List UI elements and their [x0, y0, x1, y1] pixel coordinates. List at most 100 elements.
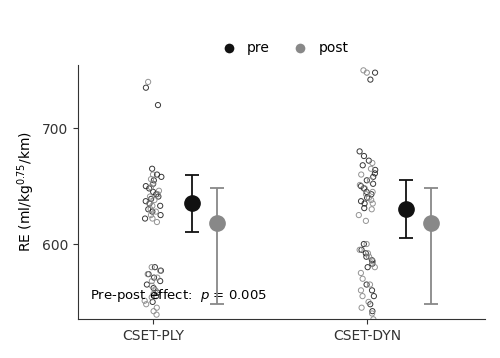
- Point: [368, 287, 376, 293]
- Point: [364, 264, 372, 270]
- Point: [158, 174, 166, 180]
- Point: [364, 299, 372, 305]
- Point: [146, 200, 154, 206]
- Point: [368, 261, 376, 267]
- Point: [363, 195, 371, 200]
- Point: [152, 209, 160, 214]
- Point: [153, 219, 161, 225]
- Text: Pre-post effect:  $p$ = 0.005: Pre-post effect: $p$ = 0.005: [90, 287, 268, 304]
- Point: [370, 316, 378, 322]
- Point: [141, 216, 149, 221]
- Point: [368, 192, 376, 197]
- Point: [150, 178, 158, 183]
- Point: [356, 247, 364, 253]
- Point: [368, 189, 376, 195]
- Point: [146, 200, 154, 206]
- Point: [154, 290, 162, 295]
- Point: [148, 209, 156, 214]
- Point: [360, 241, 368, 247]
- Point: [149, 189, 157, 195]
- Point: [365, 195, 373, 200]
- Point: [369, 258, 377, 264]
- Point: [364, 250, 372, 256]
- Point: [154, 194, 162, 199]
- Point: [355, 212, 363, 218]
- Point: [358, 276, 366, 282]
- Point: [362, 254, 370, 260]
- Point: [371, 167, 379, 173]
- Point: [369, 174, 377, 180]
- Point: [371, 264, 379, 270]
- Point: [154, 102, 162, 108]
- Point: [358, 293, 366, 299]
- Point: [364, 328, 372, 334]
- Point: [148, 294, 156, 300]
- Point: [150, 285, 158, 291]
- Point: [368, 311, 376, 316]
- Point: [360, 205, 368, 211]
- Point: [371, 70, 379, 76]
- Point: [148, 216, 156, 221]
- Point: [371, 357, 379, 358]
- Legend: pre, post: pre, post: [210, 36, 354, 61]
- Point: [356, 322, 364, 328]
- Point: [358, 163, 366, 168]
- Point: [357, 183, 365, 189]
- Point: [366, 77, 374, 82]
- Point: [151, 264, 159, 270]
- Point: [362, 192, 370, 197]
- Point: [144, 79, 152, 85]
- Point: [362, 282, 370, 287]
- Point: [366, 178, 374, 183]
- Point: [150, 275, 158, 280]
- Point: [361, 185, 369, 191]
- Point: [362, 189, 370, 195]
- Point: [144, 271, 152, 277]
- Point: [367, 166, 375, 171]
- Point: [368, 257, 376, 263]
- Point: [152, 312, 160, 318]
- Point: [147, 176, 155, 182]
- Point: [156, 268, 164, 274]
- Point: [368, 308, 376, 314]
- Point: [369, 200, 377, 206]
- Point: [155, 188, 163, 194]
- Point: [362, 241, 370, 247]
- Point: [360, 67, 368, 73]
- Point: [154, 192, 162, 197]
- Point: [144, 271, 152, 277]
- Point: [357, 270, 365, 276]
- Point: [371, 170, 379, 176]
- Point: [366, 301, 374, 307]
- Point: [148, 278, 156, 284]
- Point: [362, 218, 370, 224]
- Point: [152, 287, 160, 293]
- Point: [358, 305, 366, 310]
- Point: [360, 200, 368, 206]
- Point: [357, 198, 365, 204]
- Point: [147, 184, 155, 190]
- Point: [153, 172, 161, 178]
- Point: [157, 268, 165, 274]
- Point: [146, 207, 154, 212]
- Point: [363, 70, 371, 76]
- Point: [148, 299, 156, 305]
- Point: [156, 203, 164, 209]
- Point: [146, 194, 154, 199]
- Point: [360, 185, 368, 191]
- Point: [148, 166, 156, 171]
- Point: [148, 283, 156, 289]
- Point: [368, 207, 376, 212]
- Point: [148, 264, 156, 270]
- Point: [156, 212, 164, 218]
- Point: [144, 207, 152, 212]
- Point: [150, 197, 158, 203]
- Point: [152, 293, 160, 299]
- Point: [365, 158, 373, 164]
- Point: [150, 308, 158, 314]
- Point: [367, 197, 375, 203]
- Point: [363, 178, 371, 183]
- Point: [356, 182, 364, 188]
- Y-axis label: RE (ml/kg$^{0.75}$/km): RE (ml/kg$^{0.75}$/km): [15, 131, 36, 252]
- Point: [369, 181, 377, 187]
